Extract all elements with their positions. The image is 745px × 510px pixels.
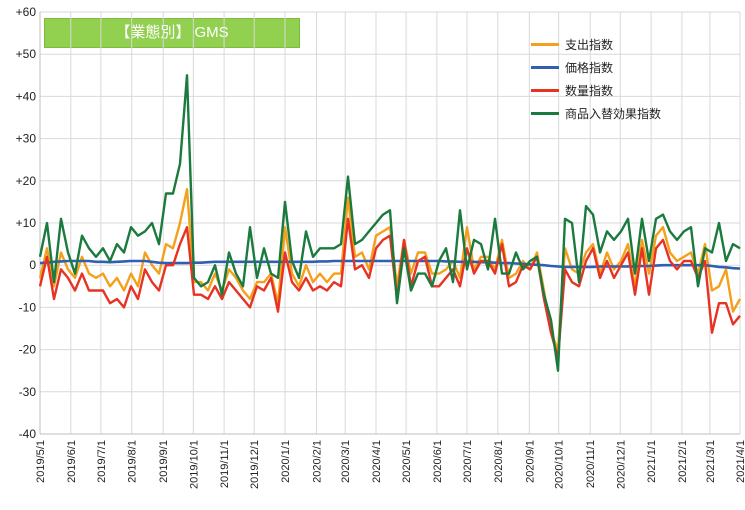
- series-lines: [38, 74, 742, 372]
- x-tick-label: 2020/11/1: [585, 440, 597, 488]
- legend-item-spending: 支出指数: [531, 33, 661, 56]
- x-tick-label: 2019/9/1: [158, 440, 170, 483]
- x-tick-label: 2020/9/1: [524, 440, 536, 483]
- x-tick-label: 2020/6/1: [432, 440, 444, 483]
- legend-label-replacement: 商品入替効果指数: [565, 107, 662, 121]
- legend-item-price: 価格指数: [531, 56, 661, 79]
- legend: 支出指数 価格指数 数量指数 商品入替効果指数: [531, 33, 661, 125]
- legend-swatch-price: [531, 66, 559, 69]
- legend-label-price: 価格指数: [565, 61, 614, 75]
- legend-swatch-quantity: [531, 89, 559, 92]
- y-tick-label: -20: [19, 343, 37, 357]
- x-tick-label: 2020/2/1: [312, 440, 324, 483]
- series-line-quantity: [38, 217, 741, 360]
- x-tick-label: 2020/7/1: [462, 440, 474, 483]
- x-tick-label: 2021/4/1: [735, 440, 745, 483]
- legend-item-replacement: 商品入替効果指数: [531, 102, 661, 125]
- x-tick-label: 2021/3/1: [705, 440, 717, 483]
- y-tick-label: +30: [16, 132, 37, 146]
- y-tick-label: +50: [16, 47, 37, 61]
- y-tick-label: 0: [29, 258, 36, 272]
- x-tick-label: 2019/7/1: [96, 440, 108, 483]
- y-tick-label: +10: [16, 216, 37, 230]
- x-tick-labels: 2019/5/1 2019/6/1 2019/7/1 2019/8/1 2019/9/1…: [35, 440, 745, 489]
- y-tick-labels: +60 +50 +40 +30 +20 +10 0 -10 -20 -30 -40: [16, 5, 37, 441]
- x-tick-label: 2019/11/1: [219, 440, 231, 488]
- legend-swatch-replacement: [531, 112, 559, 115]
- x-tick-label: 2019/5/1: [35, 440, 47, 483]
- x-tick-label: 2020/4/1: [371, 440, 383, 483]
- series-line-spending: [38, 187, 742, 351]
- legend-swatch-spending: [531, 43, 559, 46]
- y-tick-label: -40: [19, 427, 37, 441]
- x-tick-label: 2020/10/1: [554, 440, 566, 489]
- legend-label-spending: 支出指数: [565, 38, 614, 52]
- x-tick-label: 2019/10/1: [188, 440, 200, 489]
- series-line-price: [39, 259, 741, 270]
- x-tick-label: 2020/5/1: [401, 440, 413, 483]
- x-tick-label: 2020/12/1: [615, 440, 627, 489]
- x-tick-label: 2019/12/1: [249, 440, 261, 489]
- y-tick-label: +20: [16, 174, 37, 188]
- x-tick-label: 2020/8/1: [493, 440, 505, 483]
- axes: [39, 12, 740, 435]
- legend-item-quantity: 数量指数: [531, 79, 661, 102]
- series-line-replacement: [38, 74, 741, 372]
- grid-lines: [39, 11, 741, 435]
- legend-label-quantity: 数量指数: [565, 84, 614, 98]
- chart-title: 【業態別】 GMS: [44, 18, 300, 48]
- y-tick-label: +60: [16, 5, 37, 19]
- y-tick-label: +40: [16, 89, 37, 103]
- x-tick-label: 2019/8/1: [127, 440, 139, 483]
- x-tick-label: 2020/1/1: [280, 440, 292, 483]
- x-tick-label: 2019/6/1: [66, 440, 78, 483]
- y-tick-label: -30: [19, 385, 37, 399]
- x-tick-label: 2021/2/1: [677, 440, 689, 483]
- y-tick-label: -10: [19, 300, 37, 314]
- x-tick-label: 2021/1/1: [646, 440, 658, 483]
- x-tick-label: 2020/3/1: [340, 440, 352, 483]
